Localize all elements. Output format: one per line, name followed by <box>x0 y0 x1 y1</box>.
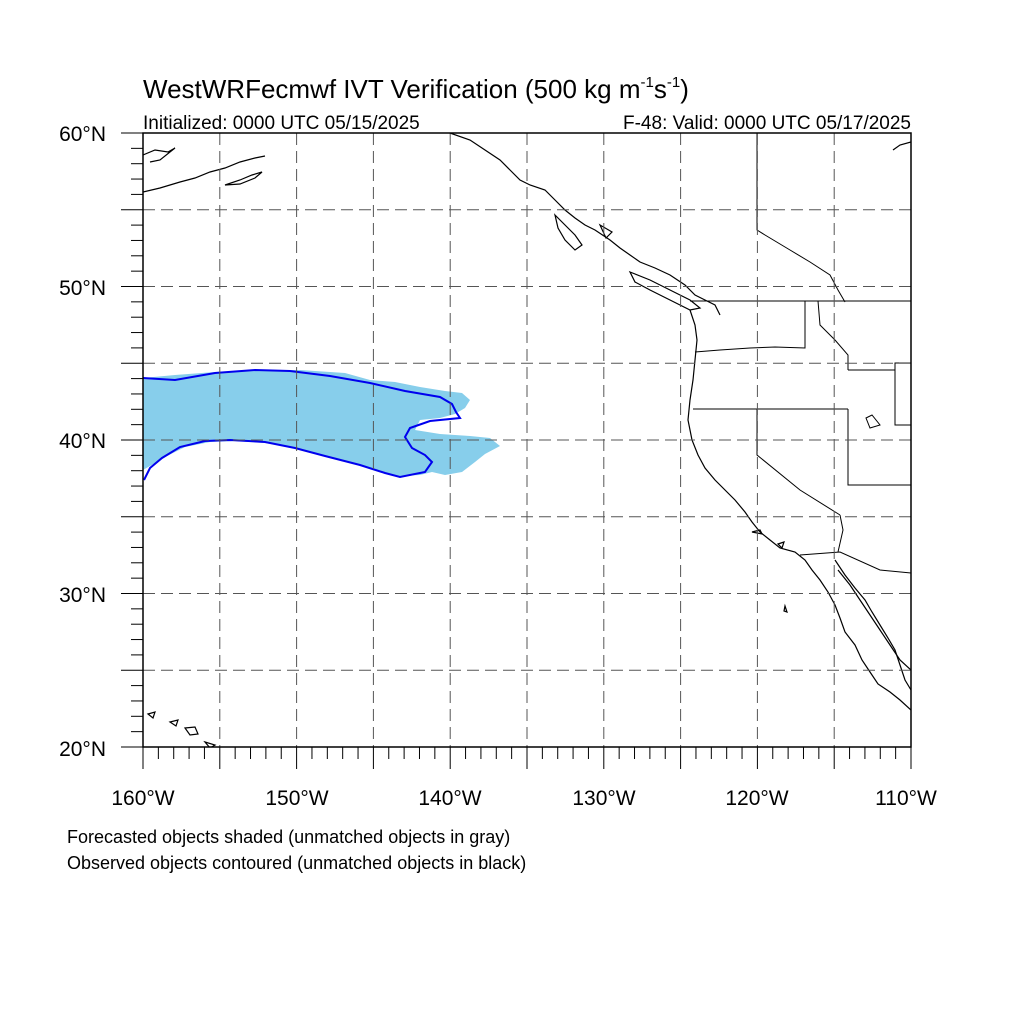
lat-label-50n: 50°N <box>59 277 106 300</box>
valid-time: F-48: Valid: 0000 UTC 05/17/2025 <box>623 113 911 134</box>
lat-label-20n: 20°N <box>59 738 106 761</box>
lat-label-60n: 60°N <box>59 123 106 146</box>
latitude-labels: 60°N 50°N 40°N 30°N 20°N <box>59 123 106 761</box>
legend-forecast-note: Forecasted objects shaded (unmatched obj… <box>67 827 510 847</box>
forecast-object <box>143 370 500 476</box>
lon-label-130w: 130°W <box>572 787 635 810</box>
lat-label-30n: 30°N <box>59 584 106 607</box>
lon-label-140w: 140°W <box>418 787 481 810</box>
lon-label-110w: 110°W <box>875 787 937 810</box>
init-time: Initialized: 0000 UTC 05/15/2025 <box>143 113 420 134</box>
graticule-grid <box>143 133 911 747</box>
axis-ticks <box>121 132 912 769</box>
political-borders <box>690 133 911 574</box>
lon-label-160w: 160°W <box>111 787 174 810</box>
lon-label-120w: 120°W <box>725 787 788 810</box>
lat-label-40n: 40°N <box>59 430 106 453</box>
figure-title: WestWRFecmwf IVT Verification (500 kg m-… <box>143 74 689 104</box>
lon-label-150w: 150°W <box>265 787 328 810</box>
observed-object-contour <box>143 368 462 481</box>
legend-observed-note: Observed objects contoured (unmatched ob… <box>67 853 526 873</box>
longitude-labels: 160°W 150°W 140°W 130°W 120°W 110°W <box>111 787 937 810</box>
